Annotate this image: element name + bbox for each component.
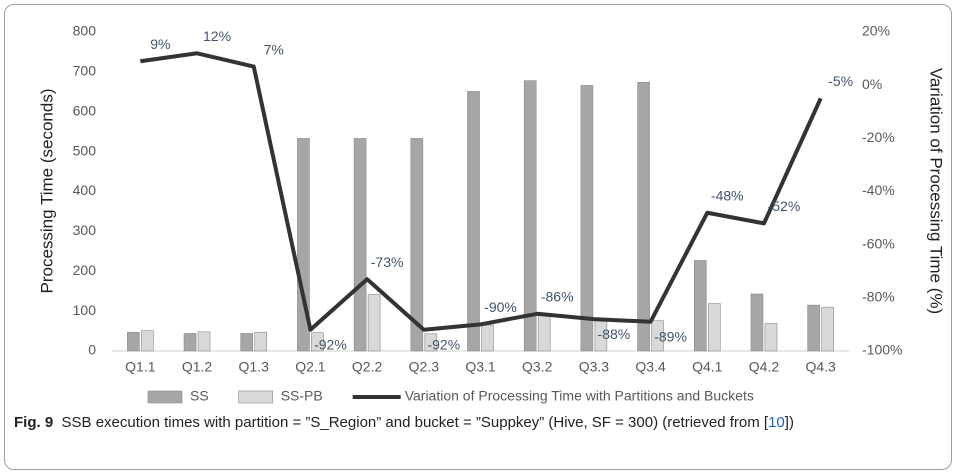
- data-label: -88%: [598, 326, 631, 342]
- bar: [424, 333, 438, 352]
- bar: [127, 331, 140, 352]
- data-label: -48%: [711, 187, 744, 203]
- legend-label: SS: [190, 388, 209, 404]
- bar: [254, 331, 268, 352]
- bar: [580, 85, 594, 352]
- caption: Fig. 9 SSB execution times with partitio…: [14, 411, 939, 435]
- bar: [764, 323, 778, 352]
- y2-tick-label: -80%: [862, 289, 895, 305]
- y-tick-label: 200: [73, 262, 97, 278]
- x-tick-label: Q3.3: [579, 359, 610, 375]
- x-tick-label: Q1.3: [239, 359, 270, 375]
- y-tick-label: 0: [88, 342, 96, 358]
- y2-axis-title: Variation of Processing Time (%): [927, 68, 946, 314]
- caption-ref[interactable]: 10: [768, 414, 785, 431]
- bar: [537, 313, 551, 352]
- legend-swatch: [147, 390, 183, 404]
- bar: [141, 330, 154, 352]
- data-label: -89%: [654, 328, 687, 344]
- y2-tick-label: -40%: [862, 182, 895, 198]
- x-tick-label: Q4.3: [805, 359, 836, 375]
- bar: [197, 331, 211, 352]
- y-tick-label: 700: [73, 63, 97, 79]
- y-tick-label: 600: [73, 102, 97, 118]
- bar: [367, 294, 381, 352]
- bar: [651, 320, 664, 352]
- bar: [240, 333, 254, 352]
- y2-tick-label: -100%: [862, 342, 902, 358]
- x-tick-label: Q4.2: [749, 359, 780, 375]
- y2-tick-label: 20%: [862, 23, 890, 39]
- data-label: -86%: [541, 288, 574, 304]
- bar: [637, 81, 650, 352]
- x-tick-label: Q2.3: [409, 359, 440, 375]
- bar: [297, 138, 310, 352]
- bar: [481, 324, 494, 352]
- y-tick-label: 300: [73, 222, 97, 238]
- caption-end: ]): [784, 414, 794, 431]
- legend-label: Variation of Processing Time with Partit…: [405, 388, 754, 404]
- legend-swatch: [238, 390, 273, 404]
- bar: [183, 333, 197, 352]
- x-tick-label: Q3.1: [465, 359, 496, 375]
- y-tick-label: 400: [73, 182, 97, 198]
- y-tick-label: 100: [73, 302, 97, 318]
- bar: [693, 260, 707, 352]
- x-tick-label: Q1.2: [182, 359, 213, 375]
- data-label: -73%: [371, 254, 404, 270]
- caption-label: Fig. 9: [14, 414, 54, 431]
- x-tick-label: Q4.1: [692, 359, 723, 375]
- y-tick-label: 500: [73, 142, 97, 158]
- figure-frame: [4, 4, 952, 470]
- data-label: -52%: [768, 198, 801, 214]
- line: [140, 51, 823, 332]
- data-label: 7%: [264, 41, 284, 57]
- bar: [311, 332, 324, 352]
- x-tick-label: Q1.1: [125, 359, 156, 375]
- x-tick-label: Q3.4: [635, 359, 666, 375]
- y2-tick-label: -60%: [862, 235, 895, 251]
- x-tick-label: Q2.2: [352, 359, 383, 375]
- data-label: -92%: [314, 336, 347, 352]
- bar: [467, 91, 480, 352]
- bar: [807, 304, 820, 352]
- y2-tick-label: -20%: [862, 129, 895, 145]
- bar: [523, 80, 537, 352]
- bar: [410, 138, 424, 352]
- y-tick-label: 800: [73, 23, 97, 39]
- data-label: -90%: [484, 299, 517, 315]
- x-tick-label: Q3.2: [522, 359, 553, 375]
- data-label: -92%: [427, 336, 460, 352]
- y-axis-title: Processing Time (seconds): [37, 88, 56, 293]
- x-tick-label: Q2.1: [295, 359, 326, 375]
- data-label: 12%: [203, 28, 231, 44]
- data-label: 9%: [150, 36, 170, 52]
- chart: Processing Time (seconds) Variation of P…: [37, 23, 946, 404]
- caption-text: SSB execution times with partition = ”S_…: [61, 414, 769, 431]
- bar: [353, 138, 367, 352]
- y2-tick-label: 0%: [862, 76, 882, 92]
- data-label: -5%: [828, 73, 853, 89]
- bar: [750, 293, 764, 352]
- bar: [821, 306, 834, 352]
- bar: [707, 303, 721, 352]
- legend-label: SS-PB: [281, 388, 323, 404]
